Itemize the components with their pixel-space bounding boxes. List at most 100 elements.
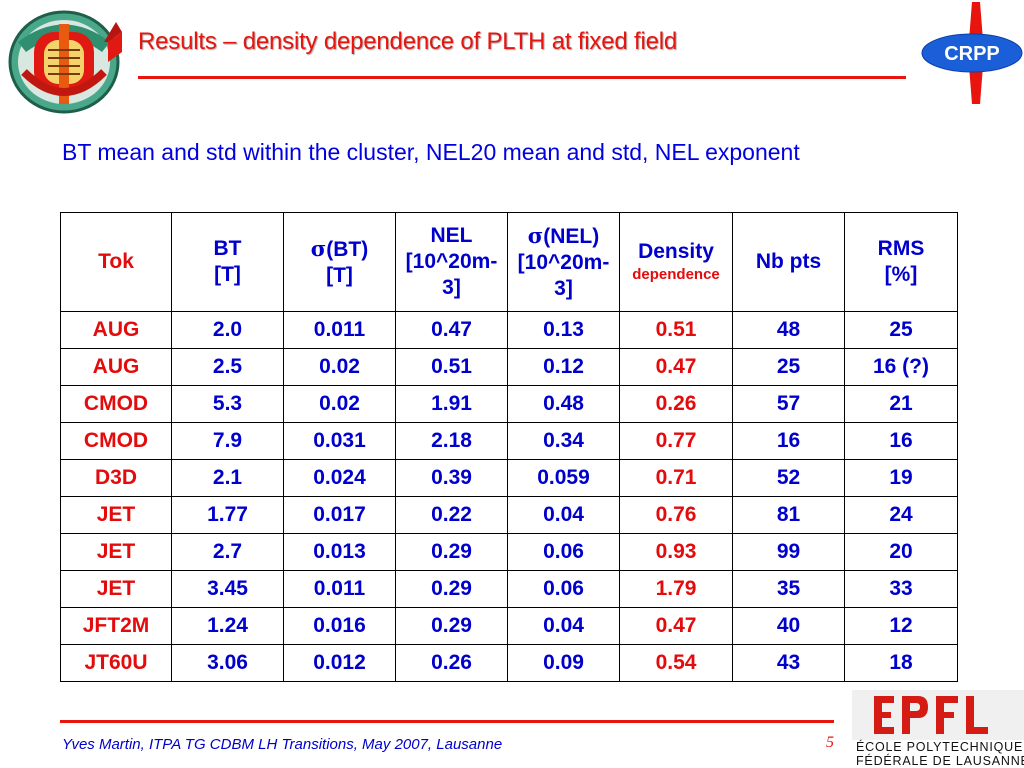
header-nel: NEL [10^20m- 3] xyxy=(395,212,508,312)
cell-sigma-bt: 0.012 xyxy=(283,644,396,682)
table-row: JET 1.77 0.017 0.22 0.04 0.76 81 24 xyxy=(60,496,958,534)
table-row: JT60U 3.06 0.012 0.26 0.09 0.54 43 18 xyxy=(60,644,958,682)
cell-nbpts: 25 xyxy=(732,348,845,386)
header-bt: BT [T] xyxy=(171,212,284,312)
cell-tok: JET xyxy=(60,570,172,608)
cell-density: 0.76 xyxy=(619,496,733,534)
cell-density: 0.47 xyxy=(619,348,733,386)
cell-sigma-nel: 0.13 xyxy=(507,311,620,349)
cell-nbpts: 16 xyxy=(732,422,845,460)
cell-density: 0.71 xyxy=(619,459,733,497)
cell-sigma-bt: 0.016 xyxy=(283,607,396,645)
cell-nel: 0.22 xyxy=(395,496,508,534)
cell-sigma-nel: 0.12 xyxy=(507,348,620,386)
cell-tok: AUG xyxy=(60,311,172,349)
crpp-logo-text: CRPP xyxy=(944,43,1000,65)
cell-nbpts: 43 xyxy=(732,644,845,682)
cell-density: 0.54 xyxy=(619,644,733,682)
cell-sigma-nel: 0.48 xyxy=(507,385,620,423)
table-row: JFT2M 1.24 0.016 0.29 0.04 0.47 40 12 xyxy=(60,607,958,645)
epfl-line2: FÉDÉRALE DE LAUSANNE xyxy=(856,754,1024,768)
table-row: JET 3.45 0.011 0.29 0.06 1.79 35 33 xyxy=(60,570,958,608)
cell-rms: 16 xyxy=(844,422,958,460)
cell-tok: JFT2M xyxy=(60,607,172,645)
cell-nel: 1.91 xyxy=(395,385,508,423)
cell-nbpts: 57 xyxy=(732,385,845,423)
cell-rms: 20 xyxy=(844,533,958,571)
cell-bt: 7.9 xyxy=(171,422,284,460)
cell-bt: 3.06 xyxy=(171,644,284,682)
header-tok: Tok xyxy=(60,212,172,312)
cell-rms: 21 xyxy=(844,385,958,423)
table-row: AUG 2.5 0.02 0.51 0.12 0.47 25 16 (?) xyxy=(60,348,958,386)
header-density: Density dependence xyxy=(619,212,733,312)
cell-rms: 25 xyxy=(844,311,958,349)
cell-density: 0.93 xyxy=(619,533,733,571)
cell-nbpts: 52 xyxy=(732,459,845,497)
cell-density: 0.51 xyxy=(619,311,733,349)
cell-tok: AUG xyxy=(60,348,172,386)
epfl-line1: ÉCOLE POLYTECHNIQUE xyxy=(856,740,1024,754)
cell-sigma-nel: 0.09 xyxy=(507,644,620,682)
cell-tok: CMOD xyxy=(60,422,172,460)
cell-sigma-bt: 0.02 xyxy=(283,385,396,423)
cell-nel: 0.26 xyxy=(395,644,508,682)
header-rms: RMS [%] xyxy=(844,212,958,312)
header-sigma-bt: σ(BT) [T] xyxy=(283,212,396,312)
cell-sigma-bt: 0.013 xyxy=(283,533,396,571)
cell-nbpts: 48 xyxy=(732,311,845,349)
table-row: CMOD 5.3 0.02 1.91 0.48 0.26 57 21 xyxy=(60,385,958,423)
cell-rms: 16 (?) xyxy=(844,348,958,386)
epfl-logo xyxy=(852,690,1024,740)
cell-rms: 33 xyxy=(844,570,958,608)
cell-sigma-bt: 0.011 xyxy=(283,570,396,608)
cell-nel: 0.29 xyxy=(395,533,508,571)
cell-nbpts: 40 xyxy=(732,607,845,645)
intro-text: BT mean and std within the cluster, NEL2… xyxy=(62,139,800,165)
cell-sigma-nel: 0.34 xyxy=(507,422,620,460)
cell-sigma-bt: 0.017 xyxy=(283,496,396,534)
cell-bt: 2.1 xyxy=(171,459,284,497)
header-nbpts: Nb pts xyxy=(732,212,845,312)
tokamak-logo xyxy=(8,10,122,114)
footer-rule xyxy=(60,720,834,723)
cell-nel: 0.29 xyxy=(395,607,508,645)
cell-nbpts: 35 xyxy=(732,570,845,608)
cell-density: 0.47 xyxy=(619,607,733,645)
cell-nel: 2.18 xyxy=(395,422,508,460)
cell-bt: 3.45 xyxy=(171,570,284,608)
cell-tok: JET xyxy=(60,533,172,571)
cell-bt: 5.3 xyxy=(171,385,284,423)
title-underline xyxy=(138,76,906,79)
cell-tok: JET xyxy=(60,496,172,534)
table-row: D3D 2.1 0.024 0.39 0.059 0.71 52 19 xyxy=(60,459,958,497)
cell-rms: 18 xyxy=(844,644,958,682)
cell-sigma-nel: 0.06 xyxy=(507,533,620,571)
sigma-symbol: σ xyxy=(527,222,544,248)
cell-bt: 1.77 xyxy=(171,496,284,534)
cell-sigma-nel: 0.04 xyxy=(507,496,620,534)
cell-sigma-nel: 0.06 xyxy=(507,570,620,608)
table-row: CMOD 7.9 0.031 2.18 0.34 0.77 16 16 xyxy=(60,422,958,460)
cell-nel: 0.39 xyxy=(395,459,508,497)
crpp-logo: CRPP xyxy=(921,2,1023,104)
table-header-row: Tok BT [T] σ(BT) [T] NEL [10^20m- 3] σ(NEL)[… xyxy=(60,212,958,312)
cell-sigma-bt: 0.02 xyxy=(283,348,396,386)
cell-tok: CMOD xyxy=(60,385,172,423)
cell-nel: 0.47 xyxy=(395,311,508,349)
cell-bt: 2.7 xyxy=(171,533,284,571)
cell-rms: 12 xyxy=(844,607,958,645)
cell-sigma-nel: 0.059 xyxy=(507,459,620,497)
cell-bt: 1.24 xyxy=(171,607,284,645)
header-sigma-nel: σ(NEL) [10^20m- 3] xyxy=(507,212,620,312)
cell-nbpts: 99 xyxy=(732,533,845,571)
cell-sigma-bt: 0.031 xyxy=(283,422,396,460)
cell-density: 0.26 xyxy=(619,385,733,423)
cell-tok: JT60U xyxy=(60,644,172,682)
cell-rms: 24 xyxy=(844,496,958,534)
footer-text: Yves Martin, ITPA TG CDBM LH Transitions… xyxy=(62,736,503,753)
table-row: JET 2.7 0.013 0.29 0.06 0.93 99 20 xyxy=(60,533,958,571)
cell-bt: 2.0 xyxy=(171,311,284,349)
cell-bt: 2.5 xyxy=(171,348,284,386)
cell-density: 1.79 xyxy=(619,570,733,608)
